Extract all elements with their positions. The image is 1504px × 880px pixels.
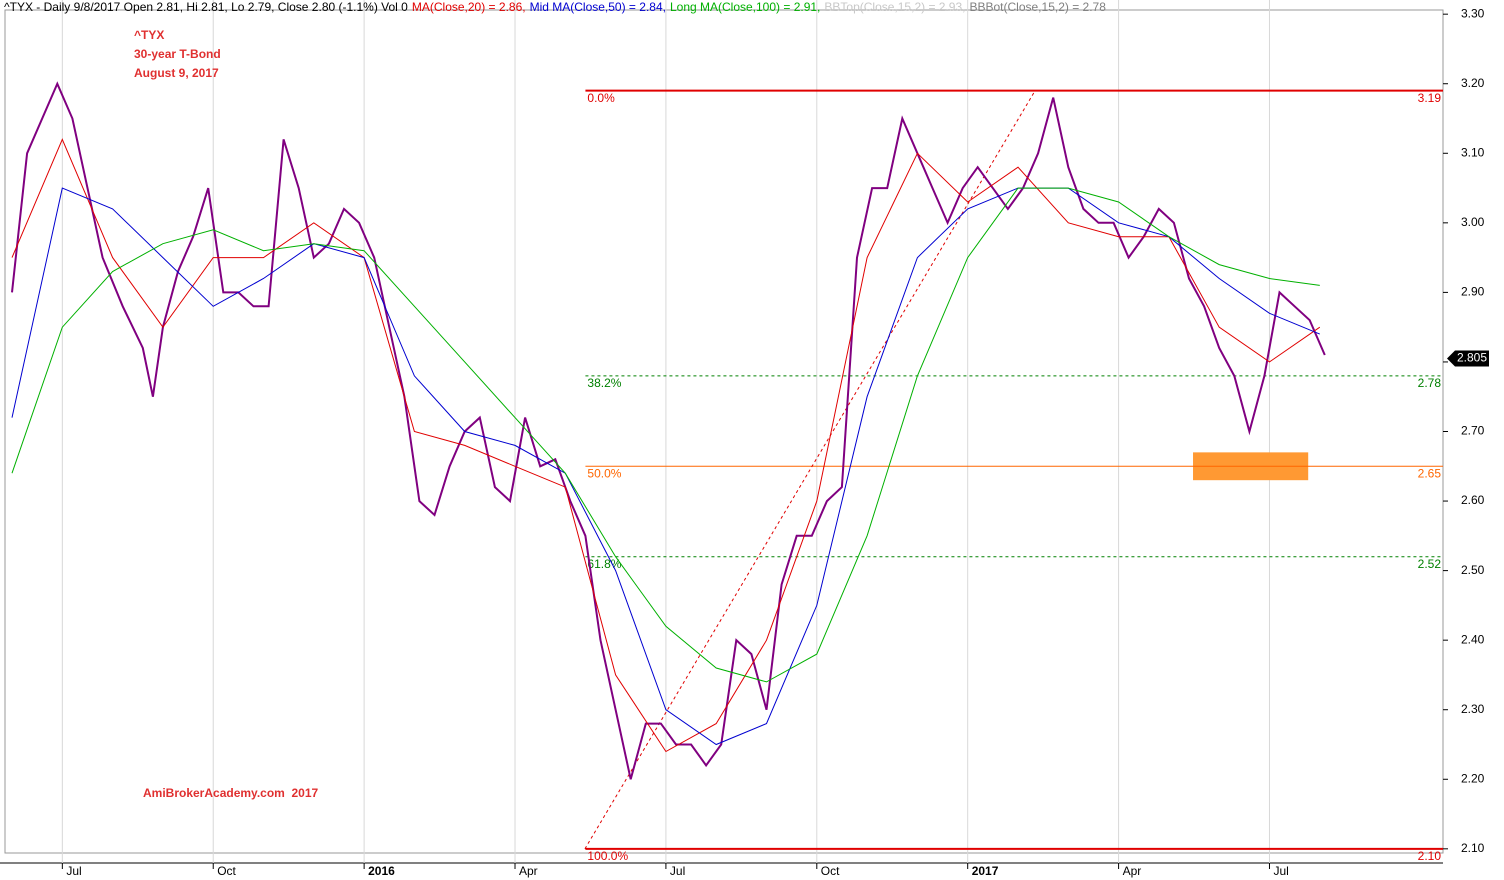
y-tick-label: 2.30: [1461, 702, 1485, 716]
header-part: MA(Close,20) = 2.86,: [412, 0, 526, 14]
fib-value-label: 2.78: [1418, 376, 1442, 390]
trendline: [584, 90, 1036, 850]
x-tick-label: Jul: [1273, 864, 1288, 878]
y-tick-label: 3.00: [1461, 215, 1485, 229]
fib-value-label: 2.52: [1418, 557, 1442, 571]
header-part: BBTop(Close,15,2) = 2.93,: [824, 0, 965, 14]
y-tick-label: 2.70: [1461, 424, 1485, 438]
fib-label: 0.0%: [587, 91, 615, 105]
header: ^TYX - Daily 9/8/2017 Open 2.81, Hi 2.81…: [4, 0, 1106, 14]
x-tick-label: Oct: [217, 864, 236, 878]
x-tick-label: 2017: [972, 864, 999, 878]
y-tick-label: 2.10: [1461, 841, 1485, 855]
y-tick-label: 3.10: [1461, 145, 1485, 159]
x-tick-label: 2016: [368, 864, 395, 878]
moving-average-line: [11, 187, 1320, 683]
x-tick-label: Apr: [1123, 864, 1142, 878]
y-tick-label: 2.90: [1461, 285, 1485, 299]
moving-average-line: [11, 187, 1320, 746]
x-tick-label: Apr: [519, 864, 538, 878]
fib-value-label: 2.65: [1418, 466, 1442, 480]
header-part: Mid MA(Close,50) = 2.84,: [530, 0, 666, 14]
fib-label: 38.2%: [587, 376, 621, 390]
fib-label: 50.0%: [587, 466, 621, 480]
x-tick-label: Jul: [66, 864, 81, 878]
y-tick-label: 2.20: [1461, 771, 1485, 785]
y-tick-label: 2.60: [1461, 493, 1485, 507]
y-tick-label: 3.20: [1461, 76, 1485, 90]
x-tick-label: Oct: [821, 864, 840, 878]
annotation: ^TYX: [134, 28, 164, 42]
annotation: 30-year T-Bond: [134, 47, 221, 61]
last-price-label: 2.805: [1457, 351, 1487, 365]
watermark: AmiBrokerAcademy.com 2017: [143, 786, 319, 800]
y-tick-label: 3.30: [1461, 6, 1485, 20]
last-price-marker: [1447, 350, 1489, 367]
fib-value-label: 3.19: [1418, 91, 1442, 105]
price-line: [11, 81, 1326, 780]
header-part: Long MA(Close,100) = 2.91,: [670, 0, 820, 14]
fib-label: 100.0%: [587, 849, 628, 863]
annotation: August 9, 2017: [134, 66, 219, 80]
x-tick-label: Jul: [670, 864, 685, 878]
fib-value-label: 2.10: [1418, 849, 1442, 863]
moving-average-line: [11, 138, 1321, 753]
header-part: ^TYX - Daily 9/8/2017 Open 2.81, Hi 2.81…: [4, 0, 408, 14]
y-tick-label: 2.40: [1461, 632, 1485, 646]
header-part: BBBot(Close,15,2) = 2.78: [969, 0, 1106, 14]
fib-label: 61.8%: [587, 557, 621, 571]
y-tick-label: 2.50: [1461, 563, 1485, 577]
